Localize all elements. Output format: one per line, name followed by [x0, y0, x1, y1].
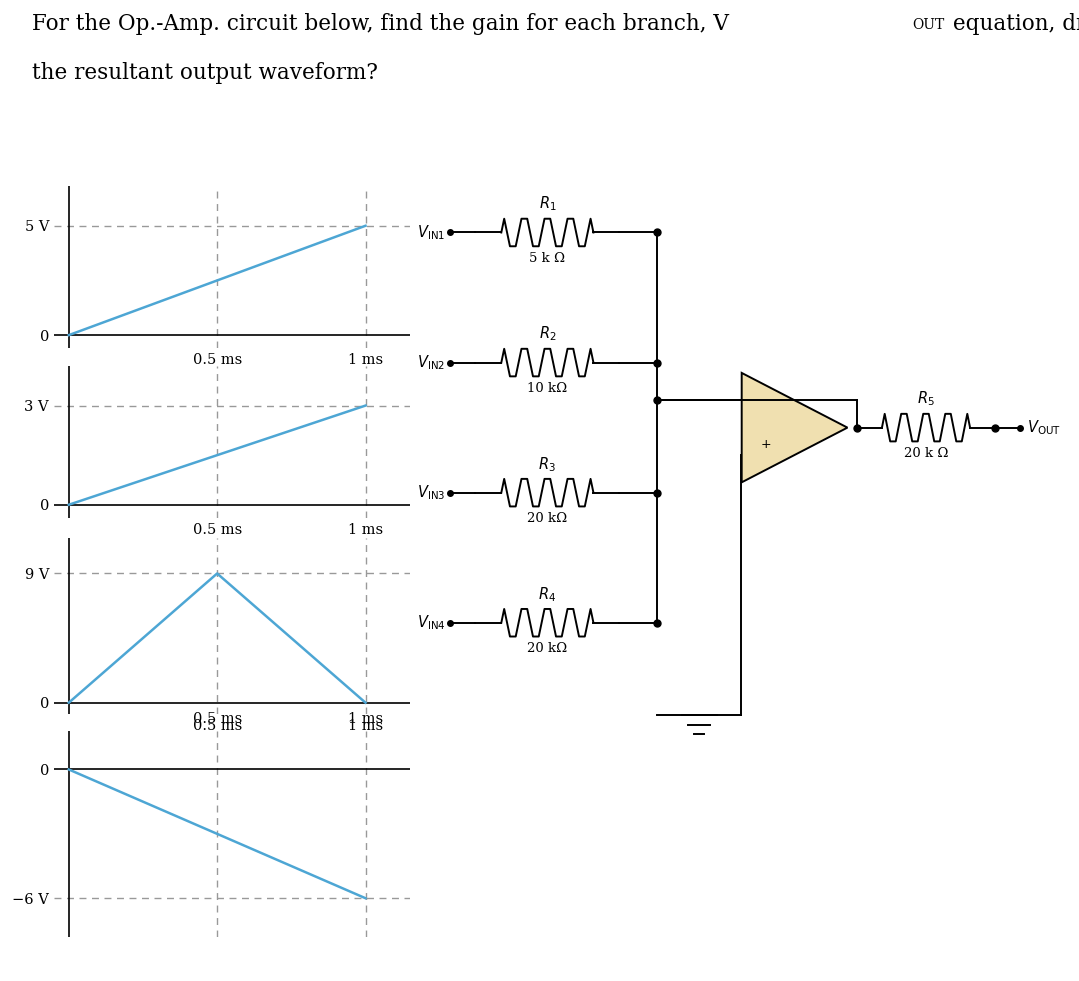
Text: 20 kΩ: 20 kΩ: [528, 642, 568, 655]
Text: +: +: [761, 438, 770, 450]
Text: 20 kΩ: 20 kΩ: [528, 512, 568, 525]
Text: 20 k Ω: 20 k Ω: [904, 446, 948, 460]
Text: 5 k Ω: 5 k Ω: [530, 251, 565, 265]
Text: $V_{\mathrm{IN4}}$: $V_{\mathrm{IN4}}$: [416, 613, 446, 632]
Text: $R_2$: $R_2$: [538, 325, 556, 343]
Text: $R_4$: $R_4$: [538, 585, 557, 603]
Text: $R_3$: $R_3$: [538, 455, 557, 474]
Polygon shape: [741, 373, 847, 483]
Text: $V_{\mathrm{OUT}}$: $V_{\mathrm{OUT}}$: [1027, 418, 1061, 437]
Text: $V_{\mathrm{IN3}}$: $V_{\mathrm{IN3}}$: [418, 484, 446, 502]
Text: $V_{\mathrm{IN1}}$: $V_{\mathrm{IN1}}$: [418, 223, 446, 242]
Text: $R_1$: $R_1$: [538, 194, 556, 213]
Text: $R_5$: $R_5$: [917, 389, 934, 408]
Text: $V_{\mathrm{IN2}}$: $V_{\mathrm{IN2}}$: [418, 353, 446, 372]
Text: the resultant output waveform?: the resultant output waveform?: [32, 62, 379, 83]
Text: OUT: OUT: [912, 18, 944, 31]
Text: 10 kΩ: 10 kΩ: [528, 382, 568, 394]
Text: equation, draw: equation, draw: [946, 13, 1079, 35]
Text: For the Op.-Amp. circuit below, find the gain for each branch, V: For the Op.-Amp. circuit below, find the…: [32, 13, 729, 35]
